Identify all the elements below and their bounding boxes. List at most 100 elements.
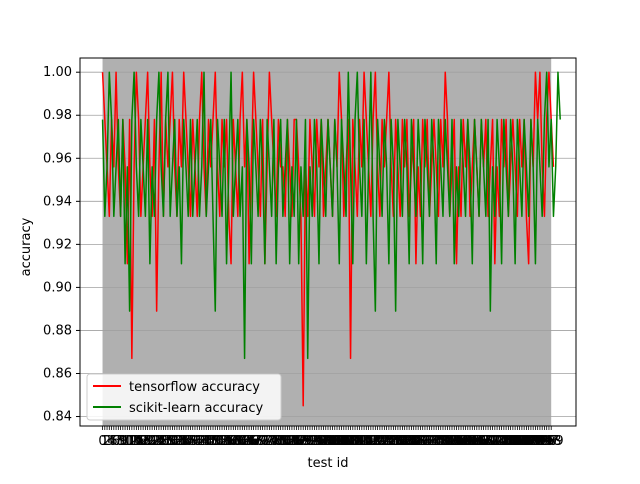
x-tick-label: 159 [449, 434, 474, 449]
x-tick-label: 125 [372, 434, 397, 449]
x-tick-label: 108 [334, 434, 359, 449]
x-tick-label: 75 [263, 434, 280, 449]
x-tick-label: 148 [424, 434, 449, 449]
x-tick-label: 106 [329, 434, 354, 449]
x-tick-label: 58 [225, 434, 242, 449]
x-tick-label: 182 [500, 434, 525, 449]
x-tick-label: 194 [528, 434, 553, 449]
x-tick-label: 0 [98, 434, 106, 449]
x-tick-label: 122 [365, 434, 390, 449]
x-tick-label: 186 [509, 434, 534, 449]
x-tick-label: 56 [221, 434, 238, 449]
x-tick-label: 103 [322, 434, 347, 449]
x-tick-label: 43 [191, 434, 208, 449]
x-tick-label: 136 [397, 434, 422, 449]
x-tick-label: 190 [518, 434, 543, 449]
x-tick-label: 132 [388, 434, 413, 449]
y-tick-label: 0.96 [43, 151, 72, 166]
x-tick-label: 42 [189, 434, 206, 449]
x-tick-label: 183 [503, 434, 528, 449]
x-tick-label: 104 [325, 434, 350, 449]
x-tick-label: 8 [116, 434, 124, 449]
legend-frame [86, 373, 282, 421]
x-tick-label: 184 [505, 434, 530, 449]
x-tick-label: 134 [392, 434, 417, 449]
x-tick-label: 170 [473, 434, 498, 449]
x-tick-label: 57 [223, 434, 240, 449]
x-tick-label: 117 [354, 434, 379, 449]
x-tick-label: 49 [205, 434, 222, 449]
x-tick-label: 52 [212, 434, 229, 449]
x-tick-label: 192 [523, 434, 548, 449]
x-tick-label: 68 [248, 434, 265, 449]
x-tick-label: 5 [110, 434, 118, 449]
x-tick-label: 11 [119, 434, 136, 449]
x-tick-label: 150 [428, 434, 453, 449]
x-axis-label: test id [308, 456, 349, 471]
x-tick-label: 24 [148, 434, 165, 449]
x-tick-label: 84 [284, 434, 301, 449]
x-tick-label: 61 [232, 434, 249, 449]
x-tick-label: 4 [107, 434, 115, 449]
x-tick-label: 120 [361, 434, 386, 449]
x-tick-label: 14 [126, 434, 143, 449]
x-tick-label: 34 [171, 434, 188, 449]
x-tick-label: 44 [193, 434, 210, 449]
x-tick-label: 105 [327, 434, 352, 449]
x-tick-label: 166 [464, 434, 489, 449]
x-tick-label: 123 [367, 434, 392, 449]
x-tick-label: 175 [485, 434, 510, 449]
y-tick-label: 0.90 [43, 280, 72, 295]
x-tick-label: 6 [112, 434, 120, 449]
x-tick-label: 165 [462, 434, 487, 449]
x-tick-label: 145 [417, 434, 442, 449]
x-tick-label: 15 [128, 434, 145, 449]
x-tick-label: 74 [261, 434, 278, 449]
y-tick-label: 0.84 [43, 410, 72, 425]
x-tick-label: 141 [408, 434, 433, 449]
x-tick-label: 3 [105, 434, 113, 449]
x-tick-label: 16 [130, 434, 147, 449]
x-tick-label: 162 [455, 434, 480, 449]
x-tick-label: 71 [254, 434, 271, 449]
x-tick-label: 172 [478, 434, 503, 449]
x-tick-label: 54 [216, 434, 233, 449]
x-tick-label: 121 [363, 434, 388, 449]
x-tick-label: 196 [532, 434, 557, 449]
x-tick-label: 98 [315, 434, 332, 449]
x-tick-label: 80 [275, 434, 292, 449]
x-tick-label: 164 [460, 434, 485, 449]
x-tick-label: 126 [374, 434, 399, 449]
data-span [102, 58, 552, 426]
x-tick-label: 77 [268, 434, 285, 449]
x-tick-label: 163 [458, 434, 483, 449]
x-tick-label: 91 [299, 434, 316, 449]
x-tick-label: 35 [173, 434, 190, 449]
y-tick-label: 1.00 [43, 65, 72, 80]
x-tick-label: 12 [121, 434, 138, 449]
x-tick-label: 147 [422, 434, 447, 449]
x-tick-label: 114 [347, 434, 372, 449]
x-tick-label: 112 [343, 434, 368, 449]
x-tick-label: 72 [257, 434, 274, 449]
x-tick-label: 127 [376, 434, 401, 449]
x-tick-label: 171 [476, 434, 501, 449]
y-tick-label: 0.94 [43, 194, 72, 209]
x-tick-label: 137 [399, 434, 424, 449]
series-line-scikit-learn [101, 71, 561, 360]
x-tick-label: 64 [239, 434, 256, 449]
x-tick-label: 174 [482, 434, 507, 449]
x-tick-label: 32 [166, 434, 183, 449]
x-tick-label: 129 [381, 434, 406, 449]
x-tick-label: 93 [304, 434, 321, 449]
x-tick-label: 152 [433, 434, 458, 449]
plot-area: 0.840.860.880.900.920.940.960.981.000123… [43, 57, 577, 449]
x-tick-label: 89 [295, 434, 312, 449]
x-tick-label: 113 [345, 434, 370, 449]
x-tick-label: 88 [293, 434, 310, 449]
x-tick-label: 29 [160, 434, 177, 449]
x-tick-label: 45 [196, 434, 213, 449]
x-tick-label: 17 [133, 434, 150, 449]
x-tick-label: 82 [279, 434, 296, 449]
